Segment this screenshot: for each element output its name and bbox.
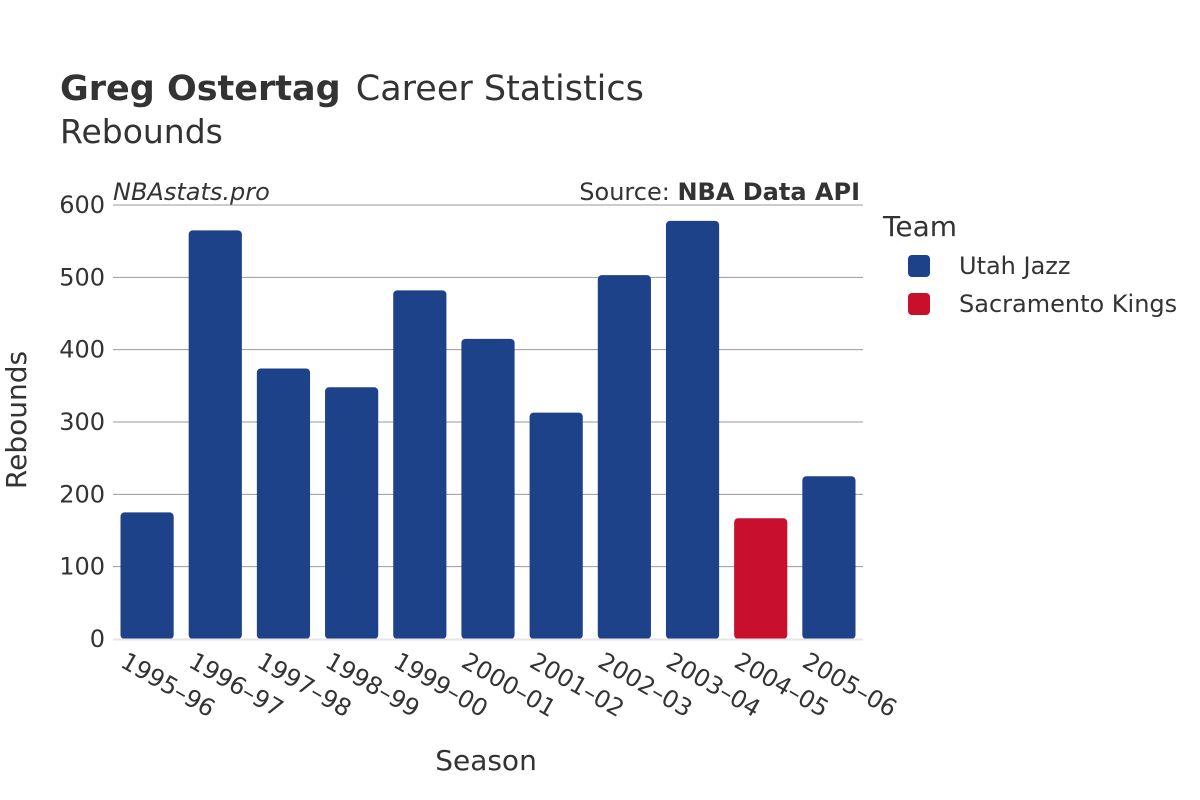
bar-1997–98[interactable] (256, 368, 311, 639)
bar-2005–06[interactable] (802, 476, 856, 639)
chart-title-rest: Career Statistics (356, 69, 644, 109)
bar-1999–00[interactable] (393, 290, 447, 639)
x-axis-title: Season (435, 744, 537, 777)
watermark: NBAstats.pro (113, 178, 270, 206)
y-axis-title: Rebounds (0, 351, 33, 489)
source-credit: Source: NBA Data API (579, 178, 860, 206)
chart-title: Greg Ostertag Career Statistics (60, 69, 644, 109)
y-tick-label: 300 (59, 408, 105, 436)
legend-label: Sacramento Kings (959, 290, 1177, 318)
bars (120, 220, 856, 640)
bar-1998–99[interactable] (325, 387, 379, 639)
chart-subtitle: Rebounds (60, 112, 223, 151)
y-tick-label: 600 (59, 191, 105, 219)
legend-swatch (908, 255, 930, 277)
y-tick-label: 400 (59, 336, 105, 364)
bar-2000–01[interactable] (461, 338, 515, 639)
y-tick-label: 100 (59, 553, 105, 581)
legend[interactable]: Utah Jazz Sacramento Kings (908, 252, 1177, 318)
bar-1995–96[interactable] (120, 512, 174, 639)
legend-item[interactable]: Sacramento Kings (908, 290, 1177, 318)
bar-1996–97[interactable] (188, 230, 242, 640)
y-tick-label: 0 (90, 625, 105, 653)
legend-title: Team (882, 210, 957, 243)
y-axis-ticks: 0 100 200 300 400 500 600 (59, 191, 105, 653)
legend-label: Utah Jazz (959, 252, 1071, 280)
bar-2003–04[interactable] (665, 220, 720, 639)
y-tick-label: 200 (59, 480, 105, 508)
y-tick-label: 500 (59, 263, 105, 291)
x-axis-ticks: 1995–961996–971997–981998–991999–002000–… (116, 647, 902, 723)
source-name: NBA Data API (677, 178, 860, 206)
chart-title-player: Greg Ostertag (60, 69, 341, 109)
legend-item[interactable]: Utah Jazz (908, 252, 1071, 280)
bar-2004–05[interactable] (734, 518, 788, 639)
bar-2001–02[interactable] (529, 412, 583, 639)
legend-swatch (908, 293, 930, 315)
bar-2002–03[interactable] (597, 275, 651, 639)
source-prefix: Source: (579, 178, 677, 206)
